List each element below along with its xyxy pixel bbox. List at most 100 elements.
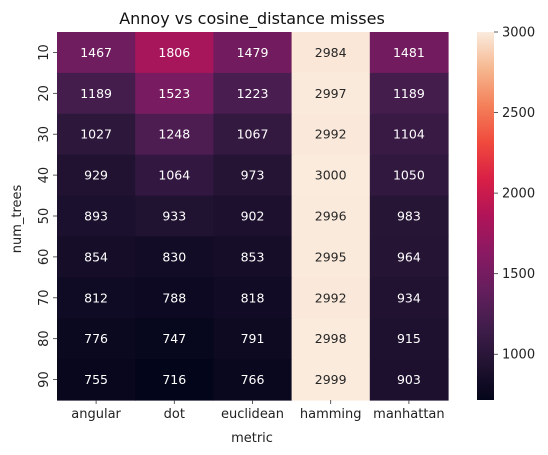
- y-tick-label: 20: [37, 85, 52, 102]
- cell-value-label: 2984: [315, 45, 347, 60]
- heatmap-cell: [57, 195, 136, 238]
- cell-value-label: 893: [84, 209, 108, 224]
- y-tick-label: 50: [37, 208, 52, 225]
- heatmap-cell: [135, 32, 214, 74]
- cell-value-label: 812: [84, 290, 108, 305]
- heatmap-cell: [213, 32, 293, 74]
- cell-value-label: 853: [241, 249, 265, 264]
- x-tick-label: hamming: [300, 407, 362, 422]
- cell-value-label: 1523: [158, 86, 190, 101]
- cell-value-label: 1189: [393, 86, 425, 101]
- cell-value-label: 1223: [237, 86, 269, 101]
- heatmap-cell: [57, 318, 136, 360]
- heatmap-cell: [369, 113, 449, 156]
- y-tick-label: 40: [37, 167, 52, 184]
- x-tick-label: dot: [164, 407, 185, 422]
- heatmap-cell: [369, 318, 449, 360]
- cell-value-label: 791: [241, 331, 265, 346]
- heatmap-cell: [135, 359, 214, 401]
- cell-value-label: 1064: [158, 168, 190, 183]
- cell-value-label: 964: [397, 249, 421, 264]
- y-tick-label: 90: [37, 371, 52, 388]
- cell-value-label: 818: [241, 290, 265, 305]
- heatmap-cell: [135, 236, 214, 278]
- heatmap-cell: [291, 32, 371, 74]
- cell-value-label: 2995: [315, 249, 347, 264]
- cell-value-label: 2997: [315, 86, 347, 101]
- cell-value-label: 1248: [158, 127, 190, 142]
- heatmap-cell: [213, 72, 293, 115]
- heatmap-cell: [213, 154, 293, 197]
- colorbar-tick-label: 2500: [502, 106, 535, 121]
- cell-value-label: 929: [84, 168, 108, 183]
- cell-value-label: 2996: [315, 209, 347, 224]
- colorbar-tick-label: 1000: [502, 348, 535, 363]
- y-axis-label: num_trees: [10, 184, 25, 253]
- cell-value-label: 915: [397, 331, 421, 346]
- colorbar-tick-label: 2000: [502, 187, 535, 202]
- colorbar-tick-label: 3000: [502, 26, 535, 41]
- cell-value-label: 1479: [237, 45, 269, 60]
- heatmap-cell: [291, 359, 371, 401]
- cell-value-label: 747: [162, 331, 186, 346]
- heatmap-cell: [369, 154, 449, 197]
- y-tick-label: 80: [37, 330, 52, 347]
- chart-title: Annoy vs cosine_distance misses: [119, 9, 385, 29]
- colorbar-tick-label: 1500: [502, 267, 535, 282]
- x-axis-ticks: angular dot euclidean hamming manhattan: [71, 400, 445, 422]
- heatmap-cell: [213, 277, 293, 319]
- cell-value-label: 2992: [315, 127, 347, 142]
- heatmap-cell: [369, 195, 449, 238]
- heatmap-cell: [291, 72, 371, 115]
- y-axis-ticks: 10 20 30 40 50 60 70 80 90: [37, 44, 57, 388]
- heatmap-cell: [291, 236, 371, 278]
- heatmap-cell: [291, 154, 371, 197]
- cell-value-label: 1027: [80, 127, 112, 142]
- heatmap-cell: [213, 236, 293, 278]
- x-tick-label: manhattan: [373, 407, 444, 422]
- y-tick-label: 10: [37, 44, 52, 61]
- colorbar: [477, 32, 494, 400]
- cell-value-label: 830: [162, 249, 186, 264]
- cell-value-label: 2998: [315, 331, 347, 346]
- heatmap-cell: [135, 113, 214, 156]
- cell-value-label: 788: [162, 290, 186, 305]
- cell-value-label: 934: [397, 290, 421, 305]
- heatmap-cell: [369, 32, 449, 74]
- heatmap-cell: [57, 32, 136, 74]
- x-axis-label: metric: [231, 431, 273, 446]
- cell-value-label: 854: [84, 249, 108, 264]
- cell-value-label: 903: [397, 372, 421, 387]
- cell-value-label: 1050: [393, 168, 425, 183]
- heatmap-cell: [213, 113, 293, 156]
- heatmap-cell: [291, 277, 371, 319]
- heatmap-cell: [291, 195, 371, 238]
- heatmap-cell: [57, 113, 136, 156]
- cell-value-label: 1067: [237, 127, 269, 142]
- cell-value-label: 1806: [158, 45, 190, 60]
- cell-value-label: 3000: [315, 168, 347, 183]
- heatmap-cell: [135, 72, 214, 115]
- heatmap-cell: [213, 318, 293, 360]
- heatmap-cells: 1467 1806 1479 2984 1481 1189 1523 1223 2997 1189…: [57, 32, 449, 401]
- cell-value-label: 1481: [393, 45, 425, 60]
- heatmap-cell: [291, 113, 371, 156]
- heatmap-cell: [57, 72, 136, 115]
- heatmap-cell: [213, 359, 293, 401]
- cell-value-label: 2992: [315, 290, 347, 305]
- colorbar-ticks: 1000 1500 2000 2500 3000: [494, 26, 535, 363]
- cell-value-label: 776: [84, 331, 108, 346]
- heatmap-cell: [57, 277, 136, 319]
- heatmap-cell: [135, 154, 214, 197]
- cell-value-label: 766: [241, 372, 265, 387]
- x-tick-label: angular: [71, 407, 121, 422]
- cell-value-label: 716: [162, 372, 186, 387]
- heatmap-cell: [135, 277, 214, 319]
- heatmap-cell: [57, 236, 136, 278]
- cell-value-label: 902: [241, 209, 265, 224]
- cell-value-label: 973: [241, 168, 265, 183]
- heatmap-cell: [135, 195, 214, 238]
- cell-value-label: 983: [397, 209, 421, 224]
- heatmap-cell: [369, 236, 449, 278]
- y-tick-label: 60: [37, 249, 52, 266]
